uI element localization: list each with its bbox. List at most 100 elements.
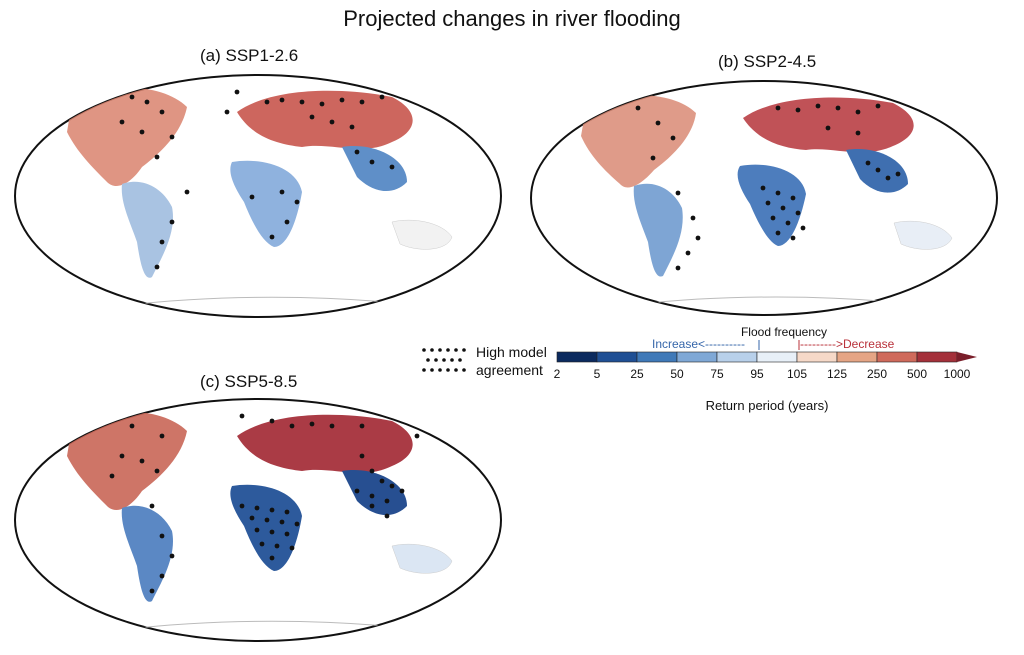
colorbar-bin [876,351,918,363]
agreement-dot [154,154,160,160]
agreement-dot [284,509,290,515]
colorbar-tick-label: 250 [867,367,887,381]
stippling-legend-swatch [422,348,466,372]
agreement-stippling [119,89,395,270]
agreement-dot [685,250,691,256]
agreement-dot [369,159,375,165]
colorbar-tick-label: 5 [594,367,601,381]
agreement-dot [780,205,786,211]
europe-north-asia-region [743,97,914,153]
agreement-dot [760,185,766,191]
panel-title-ssp585: (c) SSP5-8.5 [200,372,298,391]
agreement-label: High model agreement [476,343,547,379]
agreement-dot [765,200,771,206]
agreement-dot [249,194,255,200]
colorbar-bin [756,351,798,363]
flood-frequency-label: Flood frequency [741,325,827,339]
agreement-dot [369,503,375,509]
agreement-dot [790,195,796,201]
agreement-dot [139,129,145,135]
colorbar-tick-label: 125 [827,367,847,381]
agreement-dot [369,468,375,474]
agreement-dot [369,493,375,499]
world-map-ssp245 [530,80,998,316]
south-america-region [633,183,683,277]
agreement-dot [384,498,390,504]
agreement-dot [825,125,831,131]
decrease-label: --------->Decrease [800,337,895,351]
colorbar-bin [556,351,598,363]
agreement-dot [359,99,365,105]
agreement-dot [159,573,165,579]
agreement-dot [274,543,280,549]
colorbar-tick-label: 50 [670,367,684,381]
colorbar-tick-label: 2 [554,367,561,381]
agreement-dot [379,478,385,484]
agreement-dot [269,418,275,424]
australia-region [391,219,453,250]
africa-region [230,484,302,571]
agreement-dot [675,190,681,196]
agreement-dot [279,519,285,525]
figure-title: Projected changes in river flooding [343,6,681,31]
colorbar-ticks: 2 5 25 50 75 95 105 125 250 500 1000 [554,367,971,381]
agreement-dot [269,529,275,535]
colorbar-tick-label: 95 [750,367,764,381]
agreement-dot [129,94,135,100]
agreement-dot [159,109,165,115]
agreement-dot [144,99,150,105]
agreement-dot [119,119,125,125]
agreement-dot [655,120,661,126]
australia-region [893,220,953,250]
agreement-dot [239,503,245,509]
africa-region [737,164,806,246]
agreement-dot [149,503,155,509]
colorbar-bin [676,351,718,363]
agreement-dot [309,421,315,427]
agreement-dot [690,215,696,221]
colorbar-bin [916,351,958,363]
agreement-dot [835,105,841,111]
agreement-label-line2: agreement [476,362,543,378]
agreement-dot [279,97,285,103]
agreement-dot [775,190,781,196]
increase-label: Increase<---------- [652,337,745,351]
agreement-dot [169,553,175,559]
agreement-dot [169,134,175,140]
panel-title-ssp245: (b) SSP2-4.5 [718,52,817,71]
agreement-dot [249,515,255,521]
agreement-dot [414,433,420,439]
south-asia-region [342,470,407,516]
agreement-dot [635,105,641,111]
panel-title-ssp126: (a) SSP1-2.6 [200,46,299,65]
continents [67,87,453,308]
colorbar-tick-label: 25 [630,367,644,381]
agreement-dot [865,160,871,166]
agreement-dot [775,230,781,236]
continents [67,411,453,632]
agreement-dot [289,545,295,551]
agreement-dot [139,458,145,464]
agreement-dot [775,105,781,111]
agreement-dot [925,100,931,106]
europe-north-asia-region [237,90,413,149]
agreement-dot [284,219,290,225]
agreement-dot [184,189,190,195]
africa-region [230,160,302,247]
return-period-colorbar: Flood frequency Increase<---------- ----… [554,325,977,413]
south-asia-region [342,146,407,192]
agreement-dot [264,99,270,105]
south-america-region [121,505,173,602]
agreement-dot [269,507,275,513]
europe-north-asia-region [237,414,413,473]
agreement-dot [159,239,165,245]
colorbar-tick-label: 1000 [944,367,971,381]
agreement-dot [389,483,395,489]
agreement-dot [159,433,165,439]
agreement-dot [284,531,290,537]
agreement-dot [154,468,160,474]
south-america-region [121,181,173,278]
agreement-dot [650,155,656,161]
agreement-dot [159,533,165,539]
agreement-dot [234,89,240,95]
